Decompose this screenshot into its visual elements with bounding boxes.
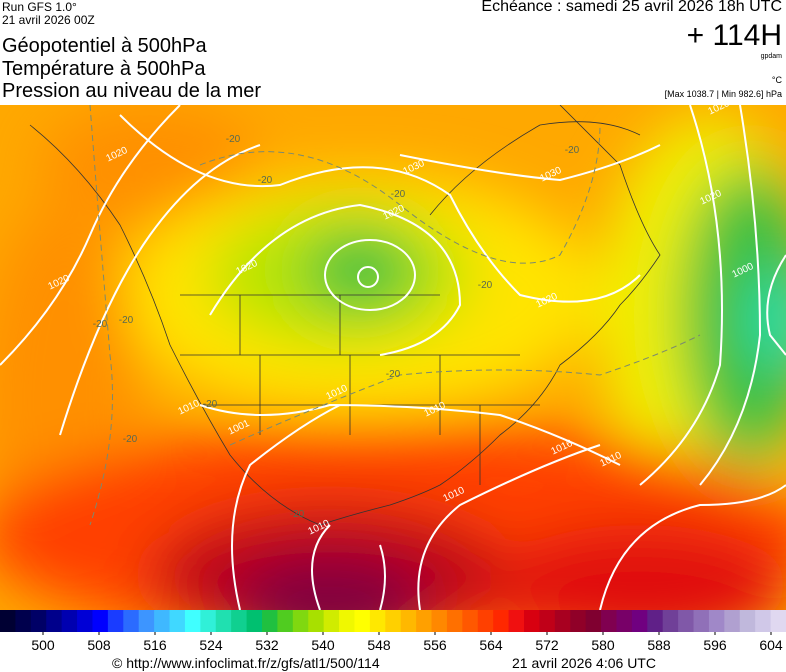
isotherm-label: -20 bbox=[478, 280, 493, 291]
color-swatch bbox=[323, 610, 340, 632]
color-swatch bbox=[585, 610, 602, 632]
tick-label: 564 bbox=[479, 637, 503, 653]
color-swatch bbox=[570, 610, 587, 632]
temperature-field bbox=[0, 105, 786, 610]
tick-label: 500 bbox=[31, 637, 55, 653]
color-swatch bbox=[524, 610, 540, 632]
color-swatch bbox=[647, 610, 664, 632]
tick-label: 596 bbox=[703, 637, 727, 653]
isotherm-label: -20 bbox=[565, 145, 580, 156]
color-swatch bbox=[77, 610, 93, 632]
color-swatch bbox=[246, 610, 263, 632]
title: Pression au niveau de la mer bbox=[2, 80, 262, 102]
generated-time: 21 avril 2026 4:06 UTC bbox=[512, 655, 656, 671]
color-swatch bbox=[739, 610, 756, 632]
color-swatch bbox=[554, 610, 571, 632]
unit: °C bbox=[771, 75, 782, 85]
color-swatch bbox=[61, 610, 78, 632]
color-swatch bbox=[262, 610, 278, 632]
color-swatch bbox=[308, 610, 325, 632]
color-swatch bbox=[770, 610, 786, 632]
tick-label: 540 bbox=[311, 637, 335, 653]
color-swatch bbox=[369, 610, 386, 632]
color-swatch bbox=[400, 610, 417, 632]
color-swatch bbox=[662, 610, 679, 632]
color-swatch bbox=[184, 610, 201, 632]
unit: gpdam bbox=[760, 53, 782, 60]
color-swatch bbox=[292, 610, 309, 632]
color-swatch bbox=[462, 610, 479, 632]
tick-label: 524 bbox=[199, 637, 223, 653]
tick-label: 580 bbox=[591, 637, 615, 653]
title: Géopotentiel à 500hPa bbox=[2, 35, 207, 57]
color-swatch bbox=[708, 610, 725, 632]
source-url: © http://www.infoclimat.fr/z/gfs/atl1/50… bbox=[112, 655, 380, 671]
color-swatch bbox=[616, 610, 633, 632]
title: Température à 500hPa bbox=[2, 58, 206, 80]
color-swatch bbox=[154, 610, 171, 632]
color-swatch bbox=[539, 610, 556, 632]
color-swatch bbox=[123, 610, 140, 632]
isotherm-label: -20 bbox=[93, 319, 108, 330]
isotherms bbox=[89, 105, 701, 526]
color-swatch bbox=[200, 610, 217, 632]
isotherm-label: -20 bbox=[203, 399, 218, 410]
isotherm-label: -20 bbox=[123, 434, 138, 445]
color-swatch bbox=[46, 610, 63, 632]
color-swatch bbox=[755, 610, 772, 632]
color-swatch bbox=[215, 610, 232, 632]
isotherm-label: -20 bbox=[119, 315, 134, 326]
tick-label: 548 bbox=[367, 637, 391, 653]
color-swatch bbox=[107, 610, 124, 632]
color-swatch bbox=[339, 610, 355, 632]
run: Run GFS 1.0° bbox=[2, 0, 77, 14]
tick-label: 556 bbox=[423, 637, 447, 653]
color-swatch bbox=[446, 610, 463, 632]
isotherm-label: -20 bbox=[391, 189, 406, 200]
color-swatch bbox=[508, 610, 525, 632]
tick-label: 588 bbox=[647, 637, 671, 653]
tick-label: 516 bbox=[143, 637, 167, 653]
color-swatch bbox=[431, 610, 448, 632]
color-swatch bbox=[138, 610, 155, 632]
color-swatch bbox=[693, 610, 710, 632]
color-swatch bbox=[30, 610, 47, 632]
color-swatch bbox=[277, 610, 294, 632]
color-swatch bbox=[15, 610, 32, 632]
colorbar: 500 508 516 524 532 540 548 556 564 572 580 588 596 6… bbox=[0, 610, 786, 653]
isobars bbox=[0, 105, 786, 610]
color-swatch bbox=[631, 610, 648, 632]
tick-label: 508 bbox=[87, 637, 111, 653]
pressure-range: [Max 1038.7 | Min 982.6] hPa bbox=[664, 89, 782, 99]
lead-time: + 114H bbox=[686, 19, 782, 52]
color-swatch bbox=[231, 610, 248, 632]
isotherm-label: -20 bbox=[386, 369, 401, 380]
run-date: 21 avril 2026 00Z bbox=[2, 13, 95, 27]
color-swatch bbox=[92, 610, 109, 632]
isotherm-label: -20 bbox=[258, 175, 273, 186]
tick-label: 532 bbox=[255, 637, 279, 653]
color-swatch bbox=[416, 610, 433, 632]
valid-time: Echéance : samedi 25 avril 2026 18h UTC bbox=[481, 0, 782, 15]
tick-label: 604 bbox=[759, 637, 783, 653]
color-swatch bbox=[724, 610, 741, 632]
color-swatch bbox=[493, 610, 510, 632]
color-swatch bbox=[678, 610, 695, 632]
color-swatch bbox=[385, 610, 402, 632]
isotherm-label: -20 bbox=[290, 509, 305, 520]
tick-label: 572 bbox=[535, 637, 559, 653]
isotherm-label: -20 bbox=[226, 134, 241, 145]
color-swatch bbox=[0, 610, 16, 632]
color-swatch bbox=[354, 610, 371, 632]
color-swatch bbox=[601, 610, 617, 632]
color-swatch bbox=[477, 610, 494, 632]
color-swatch bbox=[169, 610, 186, 632]
